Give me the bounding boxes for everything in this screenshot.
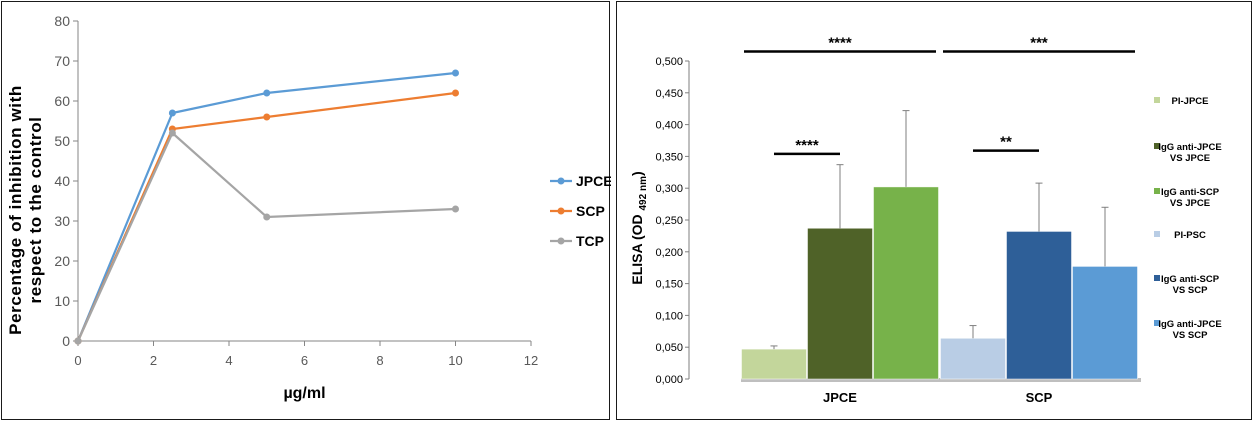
y-axis-title-line: respect to the control xyxy=(26,116,45,303)
y-tick-label: 0,150 xyxy=(655,279,683,291)
legend-marker-tcp xyxy=(557,237,565,245)
data-point-tcp xyxy=(168,129,176,137)
data-point-tcp xyxy=(74,337,82,345)
legend-label: PI-PSC xyxy=(1174,230,1206,241)
legend-label: IgG anti-SCP xyxy=(1161,187,1220,198)
group-label: JPCE xyxy=(823,390,857,405)
x-tick-label: 10 xyxy=(448,353,462,368)
y-axis-title: Percentage of inhibition with respect to … xyxy=(6,85,45,335)
legend-swatch xyxy=(1154,320,1160,326)
bar xyxy=(1072,266,1138,380)
legend-label: VS JPCE xyxy=(1170,153,1210,164)
y-axis-title-close: ) xyxy=(629,171,645,176)
data-point-jpce xyxy=(168,109,176,117)
y-tick-label: 80 xyxy=(54,13,70,29)
y-tick-label: 0,350 xyxy=(655,151,683,163)
y-tick-label: 20 xyxy=(54,253,70,269)
legend-label: PI-JPCE xyxy=(1172,96,1209,107)
y-tick-label: 30 xyxy=(54,213,70,229)
y-tick-label: 0,050 xyxy=(655,342,683,354)
y-tick-label: 0 xyxy=(62,333,70,349)
significance-stars: ** xyxy=(1000,134,1012,151)
y-tick-label: 0,400 xyxy=(655,120,683,132)
data-point-scp xyxy=(263,113,271,121)
group-label: SCP xyxy=(1026,390,1053,405)
bar xyxy=(807,228,873,380)
y-axis-title-text: ELISA (OD 492 nm) xyxy=(629,171,649,284)
bar xyxy=(1006,231,1072,380)
significance-stars: **** xyxy=(795,137,819,154)
x-tick-label: 2 xyxy=(150,353,157,368)
data-point-jpce xyxy=(263,89,271,97)
legend-label: VS JPCE xyxy=(1170,198,1210,209)
bar xyxy=(873,186,939,380)
y-axis-title-main: ELISA (OD xyxy=(629,210,645,284)
bar xyxy=(940,338,1006,380)
significance-stars: **** xyxy=(828,34,852,51)
legend-label: IgG anti-SCP xyxy=(1161,274,1220,285)
y-tick-label: 40 xyxy=(54,173,70,189)
legend-label-jpce: JPCE xyxy=(576,173,611,189)
legend-label-tcp: TCP xyxy=(576,233,604,249)
line-chart-panel: 0 10 20 30 40 50 60 70 80 0 2 4 6 8 10 12 µg/ml Percentag… xyxy=(1,1,611,420)
data-point-tcp xyxy=(263,213,271,221)
y-tick-label: 0,300 xyxy=(655,183,683,195)
y-tick-label: 0,100 xyxy=(655,310,683,322)
x-tick-label: 0 xyxy=(74,353,81,368)
x-tick-label: 12 xyxy=(524,353,538,368)
legend-swatch xyxy=(1154,188,1160,194)
x-tick-label: 4 xyxy=(225,353,232,368)
legend-swatch xyxy=(1154,143,1160,149)
series-line-tcp xyxy=(76,131,456,342)
y-tick-label: 0,450 xyxy=(655,88,683,100)
bar xyxy=(741,348,807,380)
legend-label: VS SCP xyxy=(1173,330,1209,341)
legend-swatch xyxy=(1154,97,1160,103)
x-tick-label: 8 xyxy=(376,353,383,368)
y-tick-label: 70 xyxy=(54,53,70,69)
y-tick-label: 0,200 xyxy=(655,247,683,259)
legend-label: IgG anti-JPCE xyxy=(1158,142,1221,153)
legend-label: VS SCP xyxy=(1173,285,1209,296)
legend-label: IgG anti-JPCE xyxy=(1158,319,1221,330)
data-point-scp xyxy=(452,89,459,97)
bar-chart-panel: 0,000 0,050 0,100 0,150 0,200 0,250 0,300 0,350… xyxy=(616,1,1252,420)
y-tick-label: 0,500 xyxy=(655,56,683,68)
y-axis-title: ELISA (OD 492 nm) xyxy=(629,171,649,284)
x-axis-floor xyxy=(741,378,1141,382)
legend-marker-jpce xyxy=(557,177,565,185)
legend-swatch xyxy=(1154,231,1160,237)
series-line-jpce xyxy=(76,71,456,342)
data-point-jpce xyxy=(452,69,459,77)
y-tick-label: 60 xyxy=(54,93,70,109)
x-tick-label: 6 xyxy=(301,353,308,368)
y-axis-title-line: Percentage of inhibition with xyxy=(6,85,25,335)
legend-label-scp: SCP xyxy=(576,203,605,219)
bar-chart: 0,000 0,050 0,100 0,150 0,200 0,250 0,300 0,350… xyxy=(629,34,1222,405)
y-axis-title-subscript: 492 nm xyxy=(638,176,649,211)
legend-marker-scp xyxy=(557,207,565,215)
y-tick-label: 10 xyxy=(54,293,70,309)
line-chart: 0 10 20 30 40 50 60 70 80 0 2 4 6 8 10 12 µg/ml Percentag… xyxy=(6,13,611,402)
y-tick-label: 0,250 xyxy=(655,215,683,227)
legend-swatch xyxy=(1154,275,1160,281)
y-tick-label: 0,000 xyxy=(655,374,683,386)
data-point-tcp xyxy=(452,205,459,213)
x-axis-title: µg/ml xyxy=(283,385,325,402)
significance-stars: *** xyxy=(1030,34,1048,51)
y-tick-label: 50 xyxy=(54,133,70,149)
